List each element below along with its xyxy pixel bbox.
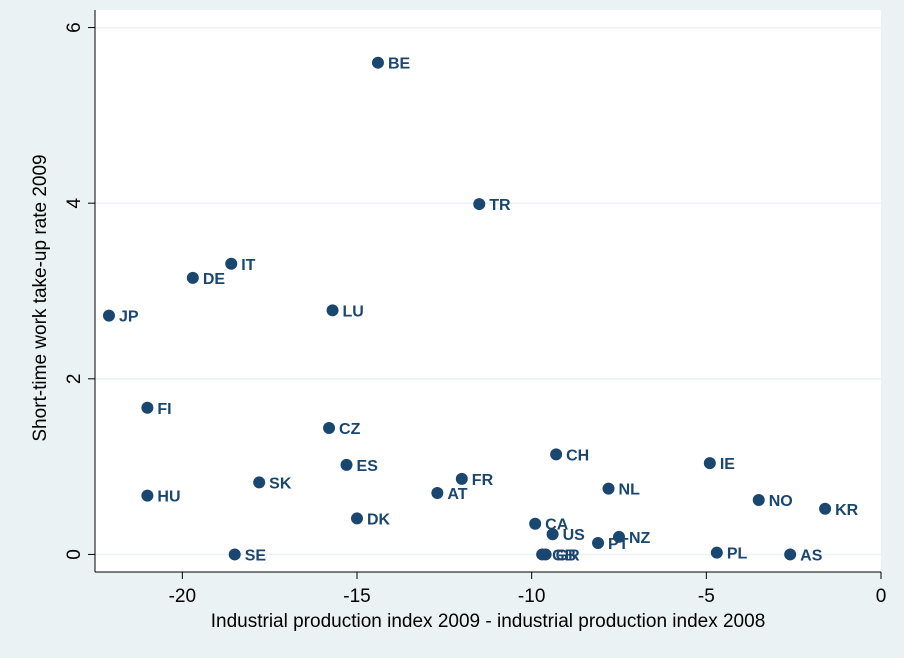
point-label-ie: IE: [720, 456, 735, 473]
point-label-at: AT: [447, 486, 467, 503]
grid-lines: [95, 26, 881, 556]
data-point-at: [431, 486, 444, 499]
point-label-gr: GR: [556, 547, 580, 564]
data-point-sk: [253, 476, 266, 489]
point-label-kr: KR: [835, 502, 859, 519]
data-point-fi: [141, 401, 154, 414]
point-label-cz: CZ: [339, 421, 361, 438]
point-label-us: US: [563, 527, 586, 544]
point-label-fi: FI: [157, 401, 171, 418]
point-label-se: SE: [245, 547, 267, 564]
data-point-be: [371, 56, 384, 69]
y-tick-label: 0: [64, 549, 85, 560]
y-tick-label: 2: [64, 374, 85, 385]
x-tick-label: -5: [698, 586, 715, 607]
data-point-it: [225, 257, 238, 270]
point-label-be: BE: [388, 56, 411, 73]
data-point-us: [546, 528, 559, 541]
point-label-pl: PL: [727, 546, 748, 563]
point-label-hu: HU: [157, 489, 180, 506]
point-label-nz: NZ: [629, 530, 651, 547]
point-label-it: IT: [241, 257, 255, 274]
plot-area: [95, 10, 881, 572]
point-label-sk: SK: [269, 475, 292, 492]
point-label-es: ES: [357, 458, 379, 475]
point-label-no: NO: [769, 493, 793, 510]
data-point-nl: [602, 482, 615, 495]
point-label-nl: NL: [619, 482, 641, 499]
data-point-gr: [539, 548, 552, 561]
data-point-tr: [473, 198, 486, 211]
data-point-ie: [703, 457, 716, 470]
data-point-ch: [550, 448, 563, 461]
x-axis-title: Industrial production index 2009 - indus…: [211, 611, 766, 632]
data-point-es: [340, 458, 353, 471]
x-tick-label: -10: [518, 586, 545, 607]
point-label-jp: JP: [119, 309, 139, 326]
data-point-no: [752, 493, 765, 506]
point-label-de: DE: [203, 271, 226, 288]
data-point-ca: [529, 517, 542, 530]
point-label-pt: PT: [608, 536, 629, 553]
y-tick-label: 4: [64, 197, 85, 208]
data-point-de: [186, 271, 199, 284]
data-point-jp: [102, 309, 115, 322]
data-point-fr: [455, 472, 468, 485]
data-point-hu: [141, 489, 154, 502]
point-label-gb: GB: [552, 547, 576, 564]
data-point-pl: [710, 546, 723, 559]
x-tick-label: -15: [343, 586, 370, 607]
point-label-tr: TR: [489, 197, 511, 214]
x-tick-label: -20: [169, 586, 196, 607]
point-label-lu: LU: [343, 303, 364, 320]
y-tick-label: 6: [64, 22, 85, 33]
data-point-dk: [351, 512, 363, 525]
data-point-lu: [326, 304, 339, 317]
point-label-dk: DK: [367, 511, 391, 528]
data-point-as: [784, 548, 797, 561]
point-label-ch: CH: [566, 447, 589, 464]
y-axis-title: Short-time work take-up rate 2009: [30, 154, 51, 441]
data-point-kr: [819, 502, 832, 515]
point-label-fr: FR: [472, 472, 494, 489]
x-tick-label: 0: [876, 586, 887, 607]
data-point-nz: [613, 530, 625, 543]
data-point-se: [228, 548, 241, 561]
axis-ticks: 0 2 4 6 -20 -15 -10 -5 0: [64, 22, 886, 607]
point-label-as: AS: [800, 547, 823, 564]
data-point-pt: [592, 537, 605, 550]
data-point-cz: [323, 421, 336, 434]
